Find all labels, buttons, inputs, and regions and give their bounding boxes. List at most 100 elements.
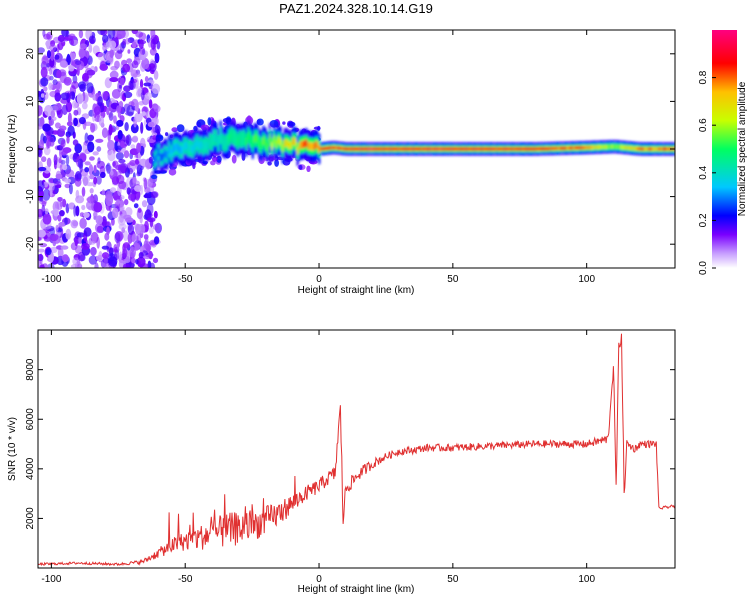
transition-blob (274, 159, 279, 167)
noise-blob (88, 35, 96, 45)
noise-blob (48, 56, 57, 69)
noise-blob (49, 67, 53, 76)
ridge-core-cell (375, 147, 379, 151)
ridge-core-cell (517, 147, 520, 151)
noise-blob (133, 203, 139, 209)
noise-blob (78, 30, 84, 39)
noise-blob (89, 174, 95, 180)
ridge-core-cell (656, 147, 659, 151)
noise-blob (59, 164, 63, 172)
ridge-core-cell (384, 147, 387, 151)
noise-blob (65, 169, 75, 178)
ridge-core-cell (225, 138, 229, 146)
noise-blob (123, 91, 133, 99)
snr-y-ticks: 2000 4000 6000 8000 (25, 358, 675, 530)
noise-blob (43, 86, 48, 92)
noise-blob (39, 243, 48, 248)
noise-blob (154, 52, 160, 64)
ridge-core-cell (512, 147, 516, 151)
ridge-core-cell (478, 147, 481, 151)
ridge-core-cell (245, 137, 248, 146)
x-tick-label: 50 (447, 274, 459, 285)
ridge-core-cell (613, 145, 616, 149)
noise-blob (62, 164, 68, 171)
noise-blob (132, 176, 136, 185)
noise-blob (122, 63, 131, 73)
ridge-core-cell (649, 147, 653, 151)
noise-blob (143, 234, 149, 240)
noise-blob (130, 144, 136, 150)
ridge-core-cell (482, 147, 486, 151)
y-tick-label: 0 (25, 146, 36, 152)
y-tick-label: -20 (25, 237, 36, 252)
noise-blob (39, 196, 44, 202)
noise-blob (40, 77, 49, 87)
noise-blob (55, 173, 63, 180)
noise-blob (120, 140, 125, 148)
ridge-core-cell (467, 147, 471, 151)
noise-blob (54, 103, 63, 111)
ridge-core-cell (587, 145, 591, 150)
ridge-core-cell (540, 147, 543, 151)
noise-blob (49, 233, 59, 242)
colorbar: 0.0 0.2 0.4 0.6 0.8 Normalized spectral ampl… (698, 30, 748, 275)
ridge-core-cell (168, 145, 171, 154)
ridge-core-cell (163, 149, 167, 158)
noise-blob (58, 221, 67, 227)
noise-blob (146, 203, 154, 216)
noise-blob (131, 41, 137, 48)
ridge-core-cell (305, 139, 308, 148)
noise-blob (145, 92, 153, 100)
noise-blob (127, 223, 135, 235)
ridge-core-cell (309, 142, 312, 150)
ridge-core-cell (298, 141, 302, 150)
ridge-core-cell (459, 147, 462, 151)
noise-blob (48, 116, 52, 121)
noise-blob (123, 150, 130, 159)
noise-blob (66, 135, 70, 144)
noise-blob (136, 256, 146, 268)
ridge-core-cell (570, 146, 573, 150)
ridge-core-cell (405, 147, 409, 151)
ridge-core-cell (202, 143, 205, 151)
noise-blob (108, 256, 118, 267)
noise-blob (131, 257, 136, 264)
x-tick-label: 100 (578, 274, 595, 285)
ridge-core-cell (315, 141, 319, 149)
ridge-core-cell (403, 147, 406, 151)
noise-blob (50, 116, 57, 121)
ridge-core-cell (189, 144, 192, 152)
ridge-core-cell (440, 147, 443, 151)
noise-blob (79, 43, 88, 50)
noise-blob (38, 229, 46, 238)
ridge-core-cell (667, 147, 670, 151)
noise-blob (147, 121, 155, 128)
ridge-core-cell (339, 146, 342, 150)
ridge-core-cell (407, 147, 411, 151)
ridge-core-cell (206, 142, 209, 150)
colorbar-gradient (712, 30, 737, 268)
noise-blob (38, 105, 43, 117)
noise-blob (138, 32, 147, 41)
noise-blob (54, 92, 62, 102)
noise-blob (52, 79, 58, 86)
noise-blob (77, 158, 84, 169)
noise-blob (43, 91, 49, 100)
noise-blob (79, 212, 85, 218)
noise-blob (132, 135, 139, 143)
noise-blob (131, 30, 138, 35)
noise-blob (138, 252, 144, 259)
noise-blob (81, 174, 91, 184)
snr-panel: -100 -50 0 50 100 2000 4000 6000 8000 Height of… (7, 329, 676, 595)
ridge-core-cell (489, 147, 492, 151)
noise-blob (79, 83, 86, 92)
noise-blob (44, 208, 49, 215)
ridge-core-cell (553, 146, 556, 151)
ridge-core-cell (352, 147, 355, 151)
noise-blob (82, 142, 88, 153)
colorbar-tick-label: 0.8 (698, 70, 709, 84)
ridge-core-cell (525, 147, 529, 151)
noise-blob (148, 250, 153, 260)
noise-blob (58, 158, 62, 164)
noise-blob (78, 48, 86, 59)
